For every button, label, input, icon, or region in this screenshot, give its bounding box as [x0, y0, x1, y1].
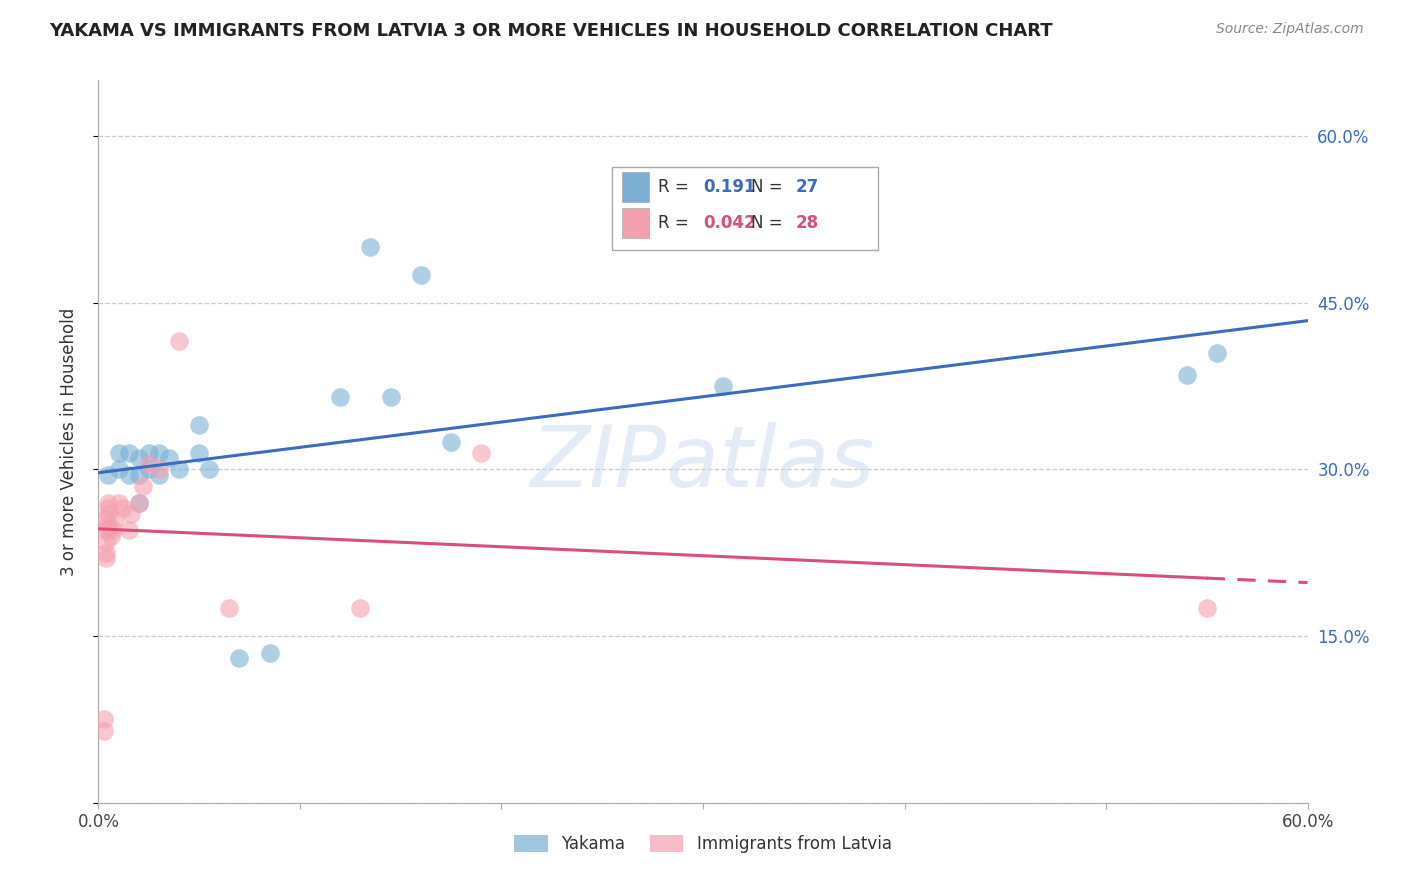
Point	[188, 445, 211, 459]
Point	[97, 507, 120, 521]
Point	[97, 496, 120, 510]
Text: YAKAMA VS IMMIGRANTS FROM LATVIA 3 OR MORE VEHICLES IN HOUSEHOLD CORRELATION CHA: YAKAMA VS IMMIGRANTS FROM LATVIA 3 OR MO…	[49, 22, 1053, 40]
Point	[138, 462, 160, 476]
Point	[97, 517, 120, 532]
Point	[218, 601, 240, 615]
Point	[148, 467, 170, 482]
Point	[148, 445, 170, 459]
Text: 0.191: 0.191	[703, 178, 755, 195]
Point	[128, 496, 150, 510]
Point	[1175, 368, 1198, 382]
Point	[96, 546, 118, 560]
Legend: Yakama, Immigrants from Latvia: Yakama, Immigrants from Latvia	[508, 828, 898, 860]
Text: ZIPatlas: ZIPatlas	[531, 422, 875, 505]
Point	[157, 451, 180, 466]
Y-axis label: 3 or more Vehicles in Household: 3 or more Vehicles in Household	[59, 308, 77, 575]
Text: Source: ZipAtlas.com: Source: ZipAtlas.com	[1216, 22, 1364, 37]
Point	[97, 524, 120, 538]
Point	[100, 529, 122, 543]
Point	[107, 496, 129, 510]
Point	[470, 445, 492, 459]
Point	[440, 434, 463, 449]
Point	[259, 646, 281, 660]
Point	[128, 467, 150, 482]
Point	[1195, 601, 1218, 615]
FancyBboxPatch shape	[621, 208, 648, 238]
Point	[167, 462, 190, 476]
Point	[111, 501, 134, 516]
Text: 27: 27	[796, 178, 820, 195]
Point	[349, 601, 371, 615]
Point	[96, 524, 118, 538]
Point	[1206, 345, 1229, 359]
Text: N =: N =	[751, 214, 789, 232]
Point	[188, 417, 211, 432]
Point	[132, 479, 155, 493]
Point	[120, 507, 142, 521]
Text: 28: 28	[796, 214, 820, 232]
Point	[138, 457, 160, 471]
Point	[198, 462, 221, 476]
Point	[101, 524, 124, 538]
Point	[128, 496, 150, 510]
Point	[97, 467, 120, 482]
Text: R =: R =	[658, 214, 695, 232]
Point	[93, 713, 115, 727]
Point	[138, 445, 160, 459]
Point	[93, 723, 115, 738]
Point	[96, 512, 118, 526]
Point	[167, 334, 190, 349]
Point	[128, 451, 150, 466]
FancyBboxPatch shape	[613, 167, 879, 250]
Point	[329, 390, 352, 404]
Point	[107, 462, 129, 476]
Point	[118, 467, 141, 482]
Point	[711, 379, 734, 393]
Point	[107, 445, 129, 459]
Point	[148, 462, 170, 476]
Point	[360, 240, 382, 254]
Point	[409, 268, 432, 282]
Text: R =: R =	[658, 178, 695, 195]
Point	[118, 524, 141, 538]
Text: N =: N =	[751, 178, 789, 195]
Point	[380, 390, 402, 404]
Point	[96, 551, 118, 566]
Text: 0.042: 0.042	[703, 214, 755, 232]
Point	[103, 512, 125, 526]
Point	[118, 445, 141, 459]
Point	[228, 651, 250, 665]
FancyBboxPatch shape	[621, 171, 648, 202]
Point	[96, 534, 118, 549]
Point	[97, 501, 120, 516]
